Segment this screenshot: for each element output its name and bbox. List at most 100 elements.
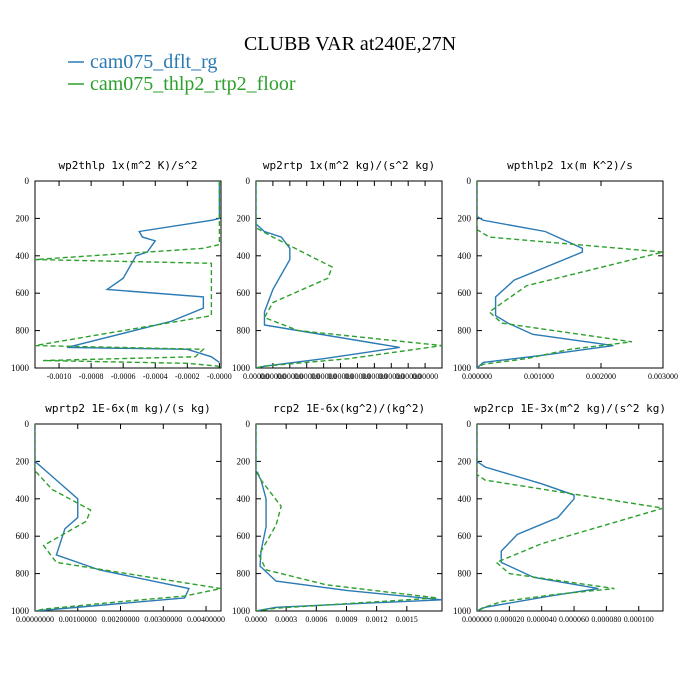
x-tick-label: 0.00200000: [102, 615, 140, 624]
y-tick-label: 600: [16, 288, 30, 298]
panel-5: rcp2 1E-6x(kg^2)/(kg^2) 0 200 400 600 800 1000…: [232, 402, 443, 624]
series-line-dflt-rg: [477, 424, 599, 611]
plot-frame: [476, 423, 664, 612]
y-tick-label: 0: [467, 419, 472, 429]
x-tick-label: 0.00300000: [144, 615, 182, 624]
series-line-thlp2-rtp2-floor: [256, 424, 438, 611]
y-tick-label: 1000: [232, 363, 251, 373]
x-tick-label: 0.000060: [559, 615, 589, 624]
plot-frame: [476, 180, 664, 369]
y-tick-label: 600: [458, 288, 472, 298]
x-tick-label: -0.0004: [143, 372, 168, 381]
y-tick-label: 800: [16, 326, 30, 336]
y-tick-label: 400: [458, 251, 472, 261]
y-tick-label: 0: [246, 419, 251, 429]
y-tick-label: 200: [16, 213, 30, 223]
panel-title: wprtp2 1E-6x(m kg)/(s kg): [45, 402, 211, 415]
y-tick-label: 600: [458, 531, 472, 541]
x-tick-label: 0.00000: [277, 372, 303, 381]
y-tick-label: 1000: [11, 606, 30, 616]
y-tick-label: 800: [237, 326, 251, 336]
series-line-thlp2-rtp2-floor: [256, 181, 442, 368]
y-tick-label: 1000: [453, 363, 472, 373]
y-tick-label: 1000: [11, 363, 30, 373]
panel-6: wp2rcp 1E-3x(m^2 kg)/(s^2 kg)0 200 400 600 8…: [453, 402, 666, 624]
x-tick-label: 0.0009: [335, 615, 357, 624]
y-tick-label: 600: [237, 531, 251, 541]
y-tick-label: 800: [237, 569, 251, 579]
series-line-thlp2-rtp2-floor: [477, 181, 663, 368]
series-line-dflt-rg: [35, 424, 190, 611]
x-tick-label: 0.00000: [361, 372, 387, 381]
panel-title: wp2rcp 1E-3x(m^2 kg)/(s^2 kg): [474, 402, 666, 415]
series-line-dflt-rg: [66, 181, 221, 363]
y-tick-label: 800: [16, 569, 30, 579]
series-line-dflt-rg: [256, 424, 442, 611]
x-tick-label: 0.0012: [366, 615, 388, 624]
x-tick-label: 0.00000: [395, 372, 421, 381]
y-tick-label: 200: [237, 456, 251, 466]
y-tick-label: 400: [16, 251, 30, 261]
y-tick-label: 400: [16, 494, 30, 504]
panel-title: wp2thlp 1x(m^2 K)/s^2: [58, 159, 197, 172]
legend-label-floor: cam075_thlp2_rtp2_floor: [90, 73, 296, 95]
y-tick-label: 600: [16, 531, 30, 541]
y-tick-label: 1000: [232, 606, 251, 616]
plot-frame: [255, 180, 443, 369]
y-tick-label: 400: [458, 494, 472, 504]
panel-4: wprtp2 1E-6x(m kg)/(s kg) 0 200 400 600 800 10…: [11, 402, 225, 624]
x-tick-label: 0.000080: [591, 615, 621, 624]
series-line-thlp2-rtp2-floor: [35, 424, 221, 611]
x-tick-label: -0.0000: [207, 372, 232, 381]
x-tick-label: 0.00000000: [16, 615, 54, 624]
x-tick-label: 0.00000: [294, 372, 320, 381]
x-tick-label: 0.00400000: [187, 615, 225, 624]
y-tick-label: 800: [458, 326, 472, 336]
x-tick-label: 0.00000: [243, 372, 269, 381]
x-tick-label: 0.0003: [275, 615, 297, 624]
x-tick-label: -0.0002: [175, 372, 200, 381]
x-tick-label: 0.0006: [305, 615, 327, 624]
figure-legend: cam075_dflt_rg cam075_thlp2_rtp2_floor: [68, 51, 296, 95]
series-line-thlp2-rtp2-floor: [35, 181, 221, 368]
y-tick-label: 600: [237, 288, 251, 298]
x-tick-label: 0.002000: [586, 372, 616, 381]
series-line-thlp2-rtp2-floor: [477, 424, 663, 611]
y-tick-label: 400: [237, 494, 251, 504]
x-tick-label: 0.000020: [494, 615, 524, 624]
series-line-dflt-rg: [477, 181, 614, 368]
plot-frame: [34, 180, 222, 369]
y-tick-label: 200: [458, 456, 472, 466]
x-tick-label: -0.0008: [79, 372, 104, 381]
x-tick-label: 0.00000: [412, 372, 438, 381]
x-tick-label: 0.00000: [311, 372, 337, 381]
y-tick-label: 0: [246, 176, 251, 186]
x-tick-label: 0.003000: [648, 372, 678, 381]
y-tick-label: 1000: [453, 606, 472, 616]
panel-grid: wp2thlp 1x(m^2 K)/s^202004006008001000-0…: [11, 159, 678, 624]
x-tick-label: -0.0006: [111, 372, 136, 381]
x-tick-label: 0.000100: [624, 615, 654, 624]
panel-title: rcp2 1E-6x(kg^2)/(kg^2): [273, 402, 425, 415]
x-tick-label: 0.000000: [462, 372, 492, 381]
y-tick-label: 0: [25, 176, 30, 186]
y-tick-label: 400: [237, 251, 251, 261]
x-tick-label: 0.000040: [527, 615, 557, 624]
x-tick-label: 0.00000: [344, 372, 370, 381]
y-tick-label: 0: [25, 419, 30, 429]
y-tick-label: 200: [16, 456, 30, 466]
x-tick-label: 0.000000: [462, 615, 492, 624]
panel-title: wpthlp2 1x(m K^2)/s: [507, 159, 633, 172]
x-tick-label: 0.00000: [378, 372, 404, 381]
x-tick-label: 0.00100000: [59, 615, 97, 624]
panel-2: wp2rtp 1x(m^2 kg)/(s^2 kg) 0 200 400 600 800 1…: [232, 159, 443, 381]
y-tick-label: 0: [467, 176, 472, 186]
x-tick-label: 0.0015: [396, 615, 418, 624]
legend-label-dflt: cam075_dflt_rg: [90, 51, 217, 73]
panel-3: wpthlp2 1x(m K^2)/s020040060080010000.00…: [453, 159, 678, 381]
y-tick-label: 200: [458, 213, 472, 223]
figure-title: CLUBB VAR at240E,27N: [244, 33, 456, 55]
y-tick-label: 200: [237, 213, 251, 223]
x-tick-label: 0.0000: [245, 615, 267, 624]
